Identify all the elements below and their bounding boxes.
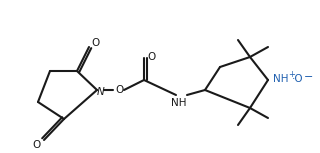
Text: O: O bbox=[91, 38, 99, 48]
Text: O: O bbox=[115, 85, 123, 95]
Text: N: N bbox=[97, 87, 105, 97]
Text: O: O bbox=[147, 52, 155, 62]
Text: O: O bbox=[32, 140, 40, 150]
Text: NH: NH bbox=[171, 98, 187, 108]
Text: −: − bbox=[304, 72, 314, 82]
Text: +: + bbox=[289, 69, 295, 78]
Text: NH: NH bbox=[273, 74, 289, 84]
Text: ·O: ·O bbox=[292, 74, 304, 84]
